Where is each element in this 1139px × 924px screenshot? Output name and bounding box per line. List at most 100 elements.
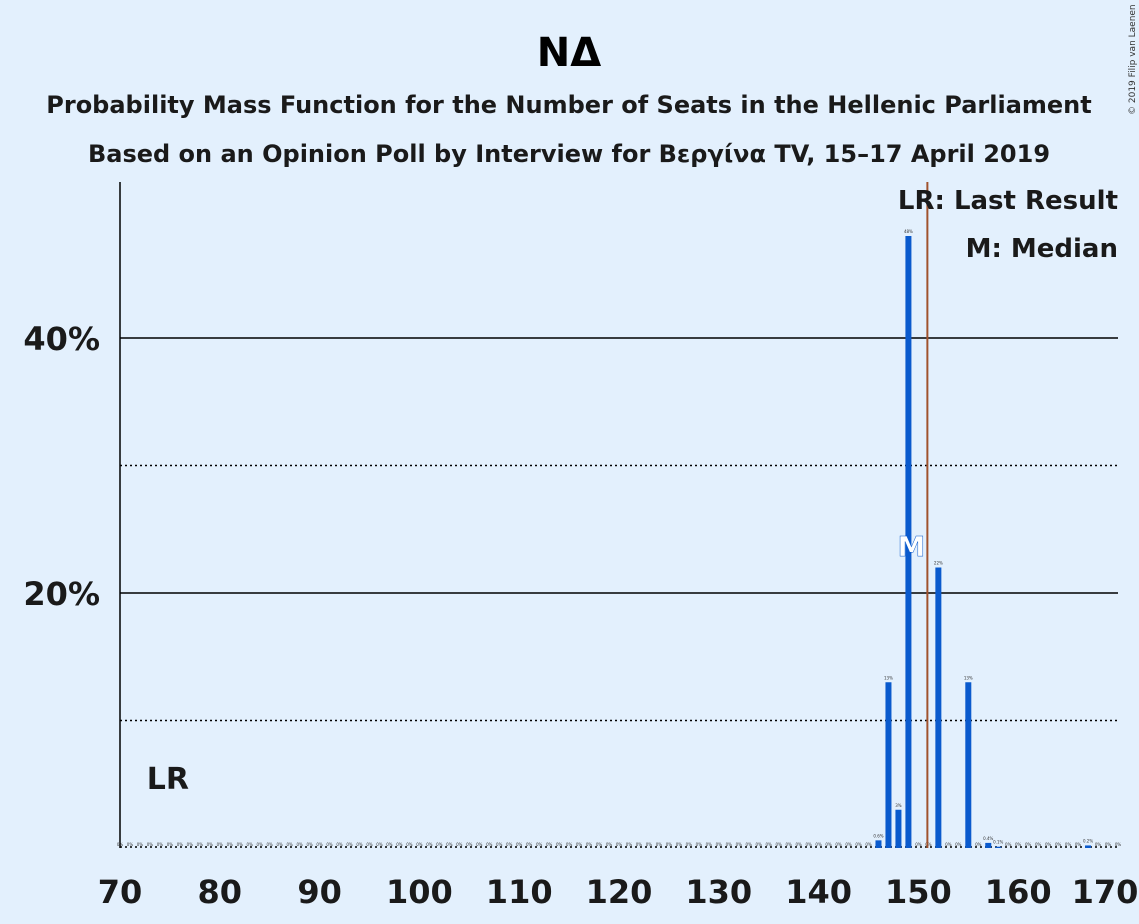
zero-label: 0% [1065,842,1072,847]
zero-label: 0% [576,842,583,847]
zero-label: 0% [756,842,763,847]
zero-label: 0% [776,842,783,847]
zero-label: 0% [945,842,952,847]
bar-147 [885,682,892,848]
zero-label: 0% [406,842,413,847]
y-tick-labels: 20% 40% [23,320,100,613]
zero-label: 0% [785,842,792,847]
bar-149 [905,236,912,848]
zero-label: 0% [137,842,144,847]
zero-label: 0% [227,842,234,847]
bar-label-155: 13% [964,675,973,680]
x-tick-label: 170 [1072,873,1139,911]
x-tick-labels: 70 80 90 100 110 120 130 140 150 160 170 [98,873,1139,911]
zero-label: 0% [446,842,453,847]
zero-label: 0% [306,842,313,847]
bar-label-158: 0.1% [993,840,1003,845]
zero-label: 0% [346,842,353,847]
zero-label: 0% [277,842,284,847]
bar-148 [895,809,902,848]
chart-title: ΝΔ [537,30,601,76]
bar-label-149: 48% [904,229,913,234]
zero-label: 0% [316,842,323,847]
chart-subtitle-1: Probability Mass Function for the Number… [46,91,1091,119]
legend-last-result: LR: Last Result [898,186,1118,216]
zero-label: 0% [207,842,214,847]
bar-label-167: 0.2% [1083,838,1093,843]
zero-label: 0% [1005,842,1012,847]
zero-label: 0% [486,842,493,847]
bar-label-148: 3% [895,803,902,808]
axes [119,182,1118,848]
zero-label: 0% [197,842,204,847]
bar-157 [985,842,992,848]
zero-label: 0% [1035,842,1042,847]
bars [875,236,1092,848]
last-result-marker: LR [147,762,189,797]
zero-label: 0% [636,842,643,847]
zero-label: 0% [336,842,343,847]
zero-label: 0% [546,842,553,847]
zero-label: 0% [1055,842,1062,847]
zero-label: 0% [187,842,194,847]
x-tick-label: 70 [98,873,143,911]
zero-label: 0% [167,842,174,847]
zero-label: 0% [376,842,383,847]
zero-label: 0% [456,842,463,847]
zero-label: 0% [496,842,503,847]
x-tick-label: 160 [985,873,1052,911]
bar-152 [935,567,942,848]
zero-label: 0% [696,842,703,847]
zero-label: 0% [286,842,293,847]
zero-label: 0% [975,842,982,847]
bar-155 [965,682,972,848]
x-tick-label: 80 [198,873,243,911]
zero-label: 0% [1045,842,1052,847]
x-tick-label: 130 [685,873,752,911]
zero-label: 0% [586,842,593,847]
copyright-text: © 2019 Filip van Laenen [1128,4,1138,115]
zero-label: 0% [656,842,663,847]
zero-label: 0% [556,842,563,847]
bar-label-146: 0.6% [873,833,883,838]
zero-label: 0% [835,842,842,847]
bar-label-152: 22% [934,561,943,566]
zero-label: 0% [805,842,812,847]
bar-label-147: 13% [884,675,893,680]
bar-label-157: 0.4% [983,836,993,841]
zero-label: 0% [147,842,154,847]
zero-label: 0% [117,842,124,847]
zero-label: 0% [915,842,922,847]
y-tick-label: 20% [23,575,100,613]
zero-label: 0% [925,842,932,847]
zero-label: 0% [616,842,623,847]
legend-median: M: Median [966,234,1118,264]
zero-label: 0% [296,842,303,847]
zero-label: 0% [855,842,862,847]
zero-label: 0% [426,842,433,847]
bar-167 [1085,845,1092,848]
zero-label: 0% [127,842,134,847]
zero-label: 0% [516,842,523,847]
zero-label: 0% [1095,842,1102,847]
zero-label: 0% [1075,842,1082,847]
y-tick-label: 40% [23,320,100,358]
x-tick-label: 140 [785,873,852,911]
zero-label: 0% [436,842,443,847]
x-tick-label: 90 [297,873,342,911]
zero-label: 0% [386,842,393,847]
zero-label: 0% [247,842,254,847]
zero-label: 0% [676,842,683,847]
zero-label: 0% [177,842,184,847]
zero-label: 0% [366,842,373,847]
zero-label: 0% [865,842,872,847]
zero-label: 0% [396,842,403,847]
bar-146 [875,840,882,848]
zero-label: 0% [646,842,653,847]
zero-label: 0% [267,842,274,847]
zero-label: 0% [257,842,264,847]
zero-label: 0% [466,842,473,847]
zero-label: 0% [815,842,822,847]
zero-label: 0% [766,842,773,847]
